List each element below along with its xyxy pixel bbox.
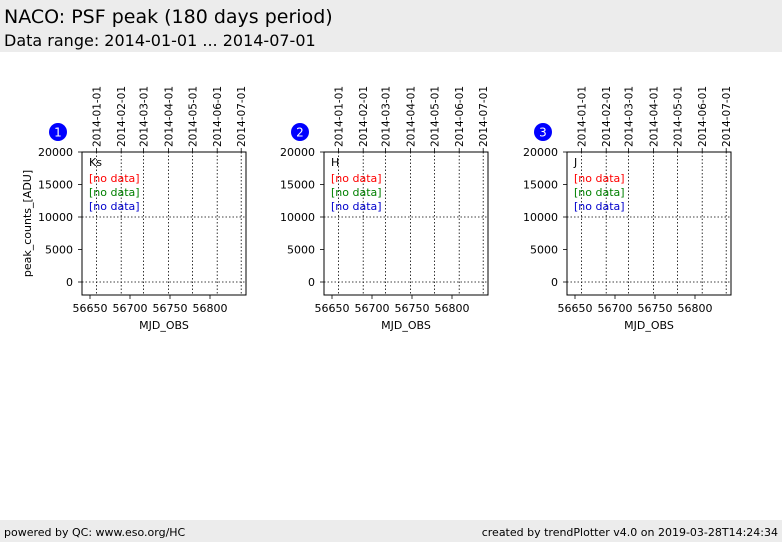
x-tick-label: 56800 bbox=[678, 302, 713, 315]
x-tick-label: 56650 bbox=[558, 302, 593, 315]
panel-number-badge bbox=[291, 123, 309, 141]
x-tick-label: 56650 bbox=[73, 302, 108, 315]
date-tick-label: 2014-03-01 bbox=[381, 86, 393, 147]
date-tick-label: 2014-03-01 bbox=[624, 86, 636, 147]
y-tick-label: 0 bbox=[308, 276, 315, 289]
date-tick-label: 2014-06-01 bbox=[697, 86, 709, 147]
legend-entry: [no data] bbox=[89, 186, 140, 199]
date-tick-label: 2014-02-01 bbox=[116, 86, 128, 147]
legend-entry: [no data] bbox=[574, 200, 625, 213]
footer-created-by: created by trendPlotter v4.0 on 2019-03-… bbox=[481, 526, 778, 539]
filter-label: H bbox=[331, 156, 339, 169]
y-tick-label: 20000 bbox=[280, 146, 315, 159]
plot-frame bbox=[566, 151, 732, 296]
y-tick-label: 0 bbox=[66, 276, 73, 289]
date-tick-label: 2014-06-01 bbox=[454, 86, 466, 147]
y-tick-label: 15000 bbox=[523, 179, 558, 192]
filter-label: J bbox=[573, 156, 577, 169]
x-axis-label: MJD_OBS bbox=[381, 319, 431, 332]
x-tick-label: 56800 bbox=[435, 302, 470, 315]
date-tick-label: 2014-05-01 bbox=[429, 86, 441, 147]
date-tick-label: 2014-02-01 bbox=[601, 86, 613, 147]
panel-number-badge bbox=[534, 123, 552, 141]
date-tick-label: 2014-07-01 bbox=[721, 86, 733, 147]
panel-number-label: 2 bbox=[296, 126, 304, 140]
date-tick-label: 2014-05-01 bbox=[672, 86, 684, 147]
footer-powered-by: powered by QC: www.eso.org/HC bbox=[4, 526, 186, 539]
date-tick-label: 2014-07-01 bbox=[236, 86, 248, 147]
report-footer: powered by QC: www.eso.org/HC created by… bbox=[0, 520, 782, 542]
date-tick-label: 2014-04-01 bbox=[405, 86, 417, 147]
y-tick-label: 20000 bbox=[523, 146, 558, 159]
x-tick-label: 56750 bbox=[153, 302, 188, 315]
x-tick-label: 56700 bbox=[355, 302, 390, 315]
x-axis-label: MJD_OBS bbox=[624, 319, 674, 332]
legend-entry: [no data] bbox=[574, 172, 625, 185]
date-tick-label: 2014-02-01 bbox=[358, 86, 370, 147]
date-tick-label: 2014-06-01 bbox=[212, 86, 224, 147]
x-axis-label: MJD_OBS bbox=[139, 319, 189, 332]
plot-frame bbox=[81, 151, 247, 296]
filter-label: Ks bbox=[89, 156, 102, 169]
legend-entry: [no data] bbox=[331, 172, 382, 185]
legend-entry: [no data] bbox=[89, 200, 140, 213]
y-tick-label: 5000 bbox=[45, 244, 73, 257]
y-tick-label: 10000 bbox=[280, 211, 315, 224]
y-axis-label: peak_counts_[ADU] bbox=[21, 170, 34, 277]
x-tick-label: 56700 bbox=[598, 302, 633, 315]
panel-number-label: 3 bbox=[539, 126, 547, 140]
y-tick-label: 20000 bbox=[38, 146, 73, 159]
x-tick-label: 56750 bbox=[395, 302, 430, 315]
y-tick-label: 15000 bbox=[280, 179, 315, 192]
legend-entry: [no data] bbox=[574, 186, 625, 199]
legend-entry: [no data] bbox=[331, 186, 382, 199]
date-tick-label: 2014-03-01 bbox=[139, 86, 151, 147]
date-tick-label: 2014-04-01 bbox=[163, 86, 175, 147]
x-tick-label: 56800 bbox=[193, 302, 228, 315]
y-tick-label: 10000 bbox=[38, 211, 73, 224]
plot-frame bbox=[323, 151, 489, 296]
y-tick-label: 5000 bbox=[530, 244, 558, 257]
panel-number-label: 1 bbox=[54, 126, 62, 140]
x-tick-label: 56700 bbox=[113, 302, 148, 315]
y-tick-label: 0 bbox=[551, 276, 558, 289]
y-tick-label: 5000 bbox=[287, 244, 315, 257]
panel-number-badge bbox=[49, 123, 67, 141]
x-tick-label: 56650 bbox=[315, 302, 350, 315]
legend-entry: [no data] bbox=[331, 200, 382, 213]
date-tick-label: 2014-04-01 bbox=[648, 86, 660, 147]
date-tick-label: 2014-01-01 bbox=[333, 86, 345, 147]
page-title: NACO: PSF peak (180 days period) bbox=[4, 6, 333, 28]
data-range-subtitle: Data range: 2014-01-01 ... 2014-07-01 bbox=[4, 31, 316, 50]
date-tick-label: 2014-05-01 bbox=[187, 86, 199, 147]
y-tick-label: 10000 bbox=[523, 211, 558, 224]
date-tick-label: 2014-07-01 bbox=[478, 86, 490, 147]
legend-entry: [no data] bbox=[89, 172, 140, 185]
report-header: NACO: PSF peak (180 days period) Data ra… bbox=[0, 0, 782, 52]
date-tick-label: 2014-01-01 bbox=[91, 86, 103, 147]
y-tick-label: 15000 bbox=[38, 179, 73, 192]
x-tick-label: 56750 bbox=[638, 302, 673, 315]
date-tick-label: 2014-01-01 bbox=[576, 86, 588, 147]
